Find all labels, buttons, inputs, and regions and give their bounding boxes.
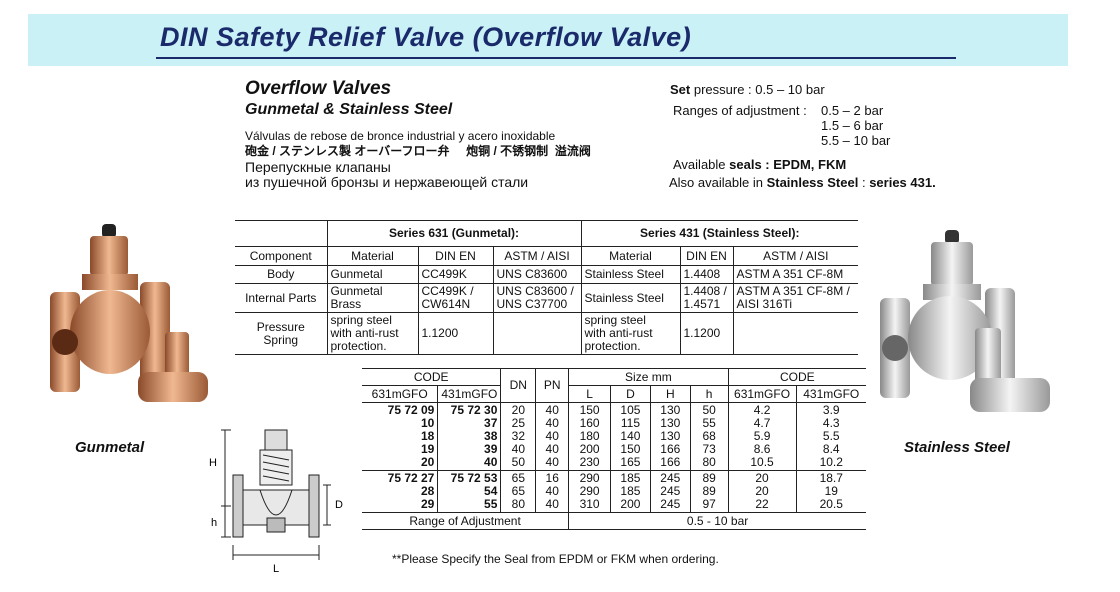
table-cell: Internal Parts — [235, 283, 327, 313]
cell-pn: 16 40 40 — [535, 470, 569, 513]
table-cell: Stainless Steel — [580, 265, 680, 284]
cell-c431: 75 72 30 37 38 39 40 — [437, 402, 501, 471]
column-header: Material — [580, 246, 680, 266]
column-header: DIN EN — [679, 246, 733, 266]
cell-c631: 75 72 09 10 18 19 20 — [362, 402, 438, 471]
table-cell: Gunmetal — [326, 265, 418, 284]
range-2: 1.5 – 6 bar — [821, 118, 884, 133]
also-available: Also available in Stainless Steel : seri… — [669, 175, 936, 190]
code-431-header: 431mGFO — [437, 385, 501, 403]
table-cell: spring steel with anti-rust protection. — [580, 312, 680, 355]
table-row: Internal Parts Gunmetal Brass CC499K / CW6… — [235, 283, 858, 313]
range-label: Range of Adjustment — [362, 512, 569, 530]
range-1: 0.5 – 2 bar — [821, 103, 884, 118]
cell-h: 50 55 68 73 80 — [689, 402, 729, 471]
column-header: DIN EN — [417, 246, 493, 266]
table-cell: CC499K — [417, 265, 493, 284]
cell-w631: 20 20 22 — [727, 470, 796, 513]
gunmetal-caption: Gunmetal — [75, 439, 145, 456]
table-cell: 1.4408 — [679, 265, 733, 284]
cell-H: 245 245 245 — [649, 470, 691, 513]
table-cell: 1.1200 — [679, 312, 733, 355]
table-cell: UNS C83600 / UNS C37700 — [492, 283, 581, 313]
code2-431-header: 431mGFO — [795, 385, 866, 403]
table-row-group: 75 72 09 10 18 19 20 75 72 30 37 38 39 40… — [362, 402, 866, 471]
cell-L: 150 160 180 200 230 — [568, 402, 611, 471]
gunmetal-valve-image — [50, 224, 208, 402]
L-label: L — [273, 563, 279, 575]
title-underline — [156, 57, 956, 59]
table-cell — [732, 312, 858, 355]
product-title: Overflow Valves — [245, 78, 392, 99]
code-header: CODE — [362, 368, 501, 386]
table-cell: CC499K / CW614N — [417, 283, 493, 313]
table-cell: 1.4408 / 1.4571 — [679, 283, 733, 313]
cell-w431: 3.9 4.3 5.5 8.4 10.2 — [795, 402, 866, 471]
code2-header: CODE — [727, 368, 866, 386]
h-label: h — [211, 517, 217, 529]
table-row-group: 75 72 27 28 29 75 72 53 54 55 65 65 80 16 4… — [362, 470, 866, 513]
table-cell: ASTM A 351 CF-8M — [732, 265, 858, 284]
cell-h: 89 89 97 — [689, 470, 729, 513]
H-header: H — [649, 385, 691, 403]
set-pressure: Set pressure : 0.5 – 10 bar — [670, 82, 825, 97]
series-431-header: Series 431 (Stainless Steel): — [580, 220, 858, 247]
cell-dn: 20 25 32 40 50 — [500, 402, 536, 471]
page-title: DIN Safety Relief Valve (Overflow Valve) — [160, 22, 692, 52]
column-header: Component — [235, 246, 327, 266]
column-header: Material — [326, 246, 418, 266]
pn-header: PN — [535, 368, 569, 403]
dn-header: DN — [500, 368, 536, 403]
D-label: D — [335, 499, 343, 511]
table-cell: Body — [235, 265, 327, 284]
stainless-valve-image — [880, 230, 1050, 412]
cell-c631: 75 72 27 28 29 — [362, 470, 438, 513]
size-header: Size mm — [568, 368, 729, 386]
code-631-header: 631mGFO — [362, 385, 438, 403]
table-cell: ASTM A 351 CF-8M / AISI 316Ti — [732, 283, 858, 313]
l-header: L — [568, 385, 611, 403]
asian-description: 砲金 / ステンレス製 オーバーフロー弁 炮铜 / 不锈钢制 溢流阀 — [245, 144, 591, 158]
d-header: D — [610, 385, 651, 403]
table-cell — [492, 312, 581, 355]
ranges-label: Ranges of adjustment : — [673, 103, 807, 118]
stainless-caption: Stainless Steel — [904, 439, 1010, 456]
materials-table: Series 631 (Gunmetal): Series 431 (Stainl… — [235, 220, 858, 355]
ordering-note: **Please Specify the Seal from EPDM or F… — [392, 552, 719, 566]
table-row: Pressure Spring spring steel with anti-ru… — [235, 312, 858, 355]
cell-w631: 4.2 4.7 5.9 8.6 10.5 — [727, 402, 796, 471]
cell-pn: 40 40 40 40 40 — [535, 402, 569, 471]
available-seals: Available seals : EPDM, FKM — [673, 157, 847, 172]
table-cell: spring steel with anti-rust protection. — [326, 312, 418, 355]
cell-w431: 18.7 19 20.5 — [795, 470, 866, 513]
h-header: h — [689, 385, 729, 403]
russian-description-1: Перепускные клапаны — [245, 159, 391, 175]
table-cell: Gunmetal Brass — [326, 283, 418, 313]
cell-D: 105 115 140 150 165 — [610, 402, 651, 471]
product-subtitle: Gunmetal & Stainless Steel — [245, 101, 453, 118]
range-3: 5.5 – 10 bar — [821, 133, 891, 148]
table-cell: Stainless Steel — [580, 283, 680, 313]
series-631-header: Series 631 (Gunmetal): — [326, 220, 581, 247]
table-cell: UNS C83600 — [492, 265, 581, 284]
dimension-diagram: H h D L — [209, 429, 343, 575]
cell-c431: 75 72 53 54 55 — [437, 470, 501, 513]
column-header: ASTM / AISI — [492, 246, 581, 266]
column-header: ASTM / AISI — [732, 246, 858, 266]
H-label: H — [209, 457, 217, 469]
table-cell: Pressure Spring — [235, 312, 327, 355]
cell-D: 185 185 200 — [610, 470, 651, 513]
table-row: Body Gunmetal CC499K UNS C83600 Stainless St… — [235, 265, 858, 284]
cell-dn: 65 65 80 — [500, 470, 536, 513]
table-cell: 1.1200 — [417, 312, 493, 355]
cell-H: 130 130 130 166 166 — [649, 402, 691, 471]
cell-L: 290 290 310 — [568, 470, 611, 513]
spanish-description: Válvulas de rebose de bronce industrial … — [245, 129, 556, 143]
range-value: 0.5 - 10 bar — [568, 512, 866, 530]
code2-631-header: 631mGFO — [727, 385, 796, 403]
russian-description-2: из пушечной бронзы и нержавеющей стали — [245, 174, 529, 190]
